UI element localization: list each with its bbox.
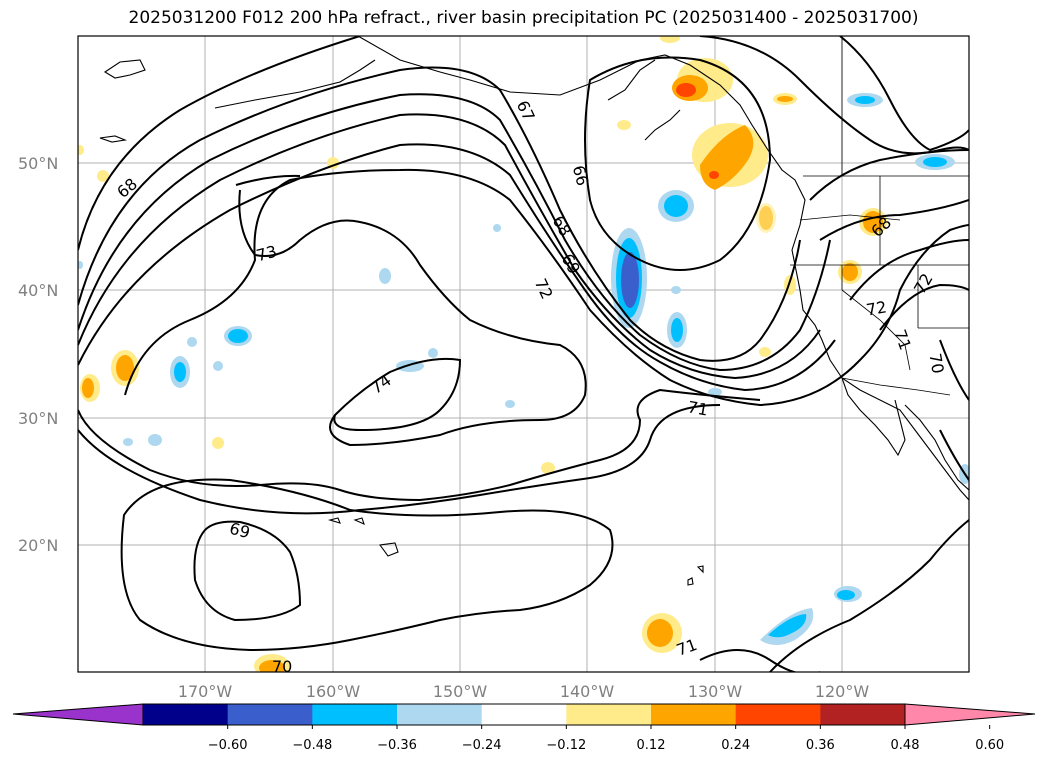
colorbar-tick-label: 0.12 [637,738,666,753]
map-title: 2025031200 F012 200 hPa refract., river … [128,8,919,28]
longitude-labels: 170°W 160°W 150°W 140°W 130°W 120°W [178,682,870,701]
latitude-labels: 50°N 40°N 30°N 20°N [18,154,58,555]
colorbar-segment [227,704,313,725]
colorbar-frame [142,703,906,726]
lon-label: 160°W [306,682,361,701]
lon-label: 150°W [433,682,488,701]
contour-label: 72 [865,297,888,319]
colorbar-tick-label: 0.36 [806,738,835,753]
contour-label: 70 [272,657,292,676]
lat-label: 20°N [18,536,58,555]
colorbar: −0.60 −0.48 −0.36 −0.24 −0.12 0.12 0.24 0.36 0.4… [12,703,1036,753]
contour-label: 73 [254,242,279,266]
colorbar-tick-label: −0.48 [292,738,332,753]
colorbar-tick-label: 0.48 [891,738,920,753]
colorbar-tick-label: −0.12 [546,738,586,753]
map-area [78,36,969,672]
colorbar-tick-label: 0.60 [975,738,1004,753]
contour-label: 70 [925,352,947,375]
contour-label: 69 [227,519,252,543]
colorbar-segment [143,704,229,725]
colorbar-extend-high [905,704,1035,725]
colorbar-segment [651,704,737,725]
lat-label: 50°N [18,154,58,173]
colorbar-segment [735,704,821,725]
political-borders [790,36,969,396]
colorbar-segment [566,704,652,725]
lon-label: 120°W [815,682,870,701]
colorbar-segment [397,704,483,725]
lon-label: 140°W [560,682,615,701]
lat-label: 30°N [18,409,58,428]
colorbar-tick-label: −0.24 [462,738,502,753]
colorbar-segment [820,704,906,725]
precip-shading [78,36,969,672]
coastlines [99,36,969,586]
map-frame [77,35,970,673]
contour-label: 66 [569,163,593,188]
lat-label: 40°N [18,281,58,300]
contour-label: 71 [686,397,709,419]
lon-label: 130°W [688,682,743,701]
colorbar-tick-label: −0.36 [377,738,417,753]
refractivity-contours [78,36,969,672]
colorbar-extend-low [13,704,143,725]
colorbar-segment [481,704,567,725]
lon-label: 170°W [178,682,233,701]
colorbar-tick-label: 0.24 [721,738,750,753]
colorbar-segment [312,704,398,725]
colorbar-tick-label: −0.60 [208,738,248,753]
